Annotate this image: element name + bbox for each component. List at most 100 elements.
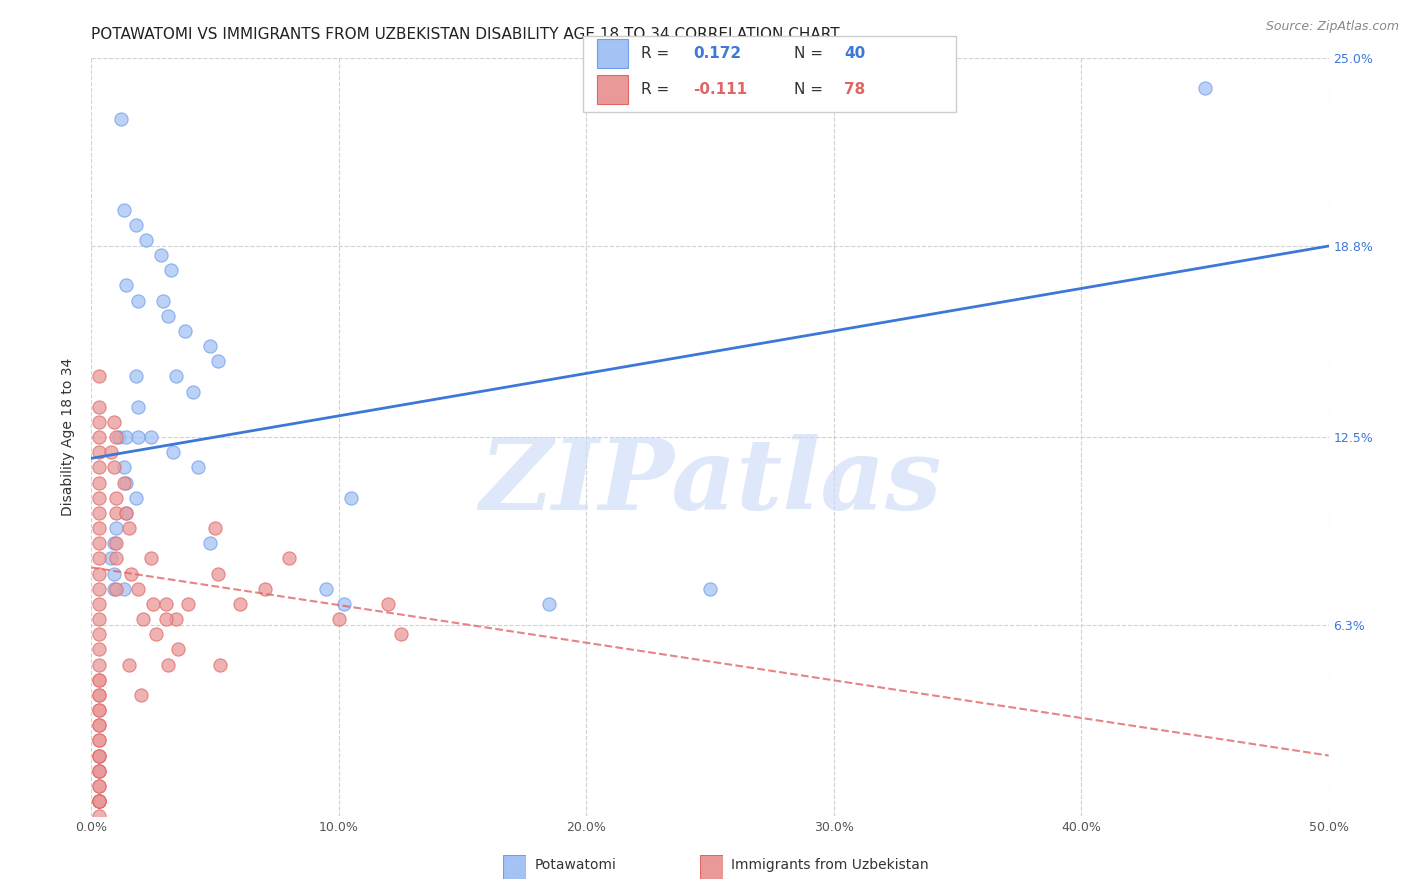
Point <box>105 536 128 550</box>
Point <box>135 233 157 247</box>
Point <box>87 475 110 490</box>
Point <box>125 218 148 232</box>
Point <box>198 536 221 550</box>
FancyBboxPatch shape <box>596 75 628 104</box>
Point <box>125 369 148 384</box>
Point <box>87 764 110 778</box>
Point <box>87 794 110 808</box>
Point <box>87 460 110 475</box>
Point <box>87 612 110 626</box>
Point <box>87 794 110 808</box>
Y-axis label: Disability Age 18 to 34: Disability Age 18 to 34 <box>62 358 76 516</box>
Point <box>87 642 110 657</box>
Point <box>155 597 177 611</box>
Point <box>103 415 125 429</box>
Point <box>167 642 190 657</box>
Point <box>115 506 138 520</box>
Point <box>112 202 135 217</box>
Point <box>127 430 149 444</box>
Point <box>377 597 399 611</box>
Point <box>105 551 128 566</box>
Point <box>87 445 110 459</box>
Point <box>87 521 110 535</box>
Point <box>278 551 301 566</box>
Point <box>105 582 128 596</box>
Point <box>117 657 139 672</box>
Point <box>87 764 110 778</box>
Point <box>87 748 110 763</box>
Point <box>142 597 165 611</box>
Point <box>87 809 110 823</box>
Text: ZIPatlas: ZIPatlas <box>479 434 941 531</box>
Text: 78: 78 <box>844 82 866 97</box>
Text: Source: ZipAtlas.com: Source: ZipAtlas.com <box>1265 20 1399 33</box>
Point <box>87 794 110 808</box>
Point <box>87 657 110 672</box>
Point <box>155 612 177 626</box>
FancyBboxPatch shape <box>596 39 628 69</box>
Text: R =: R = <box>641 46 675 62</box>
Point <box>187 460 209 475</box>
Point <box>87 779 110 793</box>
Point <box>127 293 149 308</box>
Point <box>112 582 135 596</box>
Point <box>125 491 148 505</box>
Point <box>87 415 110 429</box>
Point <box>87 627 110 641</box>
Point <box>115 506 138 520</box>
Point <box>103 582 125 596</box>
Point <box>105 491 128 505</box>
Point <box>145 627 167 641</box>
Point <box>209 657 232 672</box>
Point <box>177 597 200 611</box>
Text: POTAWATOMI VS IMMIGRANTS FROM UZBEKISTAN DISABILITY AGE 18 TO 34 CORRELATION CHA: POTAWATOMI VS IMMIGRANTS FROM UZBEKISTAN… <box>91 27 839 42</box>
Point <box>87 794 110 808</box>
Text: Potawatomi: Potawatomi <box>534 858 616 872</box>
FancyBboxPatch shape <box>583 36 956 112</box>
Point <box>87 688 110 702</box>
Point <box>129 688 152 702</box>
Point <box>107 430 129 444</box>
Point <box>204 521 226 535</box>
Point <box>162 445 184 459</box>
Point <box>132 612 155 626</box>
Point <box>103 566 125 581</box>
Point <box>100 445 122 459</box>
Point <box>152 293 174 308</box>
Point <box>87 688 110 702</box>
Point <box>87 400 110 414</box>
Point <box>87 748 110 763</box>
Point <box>87 582 110 596</box>
Point <box>87 491 110 505</box>
Text: N =: N = <box>794 46 828 62</box>
Point <box>538 597 561 611</box>
Point <box>115 430 138 444</box>
Point <box>103 460 125 475</box>
Point <box>100 551 122 566</box>
Point <box>112 460 135 475</box>
Point <box>87 718 110 732</box>
Point <box>110 112 132 126</box>
Point <box>87 369 110 384</box>
Point <box>87 733 110 747</box>
Text: -0.111: -0.111 <box>693 82 748 97</box>
Point <box>87 718 110 732</box>
Point <box>699 582 721 596</box>
Point <box>87 703 110 717</box>
Point <box>87 673 110 687</box>
Point <box>165 369 187 384</box>
Point <box>139 551 162 566</box>
Point <box>165 612 187 626</box>
Point <box>139 430 162 444</box>
Point <box>127 582 149 596</box>
Point <box>87 748 110 763</box>
Point <box>87 536 110 550</box>
Point <box>207 566 229 581</box>
Point <box>87 551 110 566</box>
Point <box>105 430 128 444</box>
Point <box>174 324 197 338</box>
Point <box>253 582 276 596</box>
Point <box>1194 81 1216 95</box>
Point <box>87 779 110 793</box>
Point <box>157 657 180 672</box>
